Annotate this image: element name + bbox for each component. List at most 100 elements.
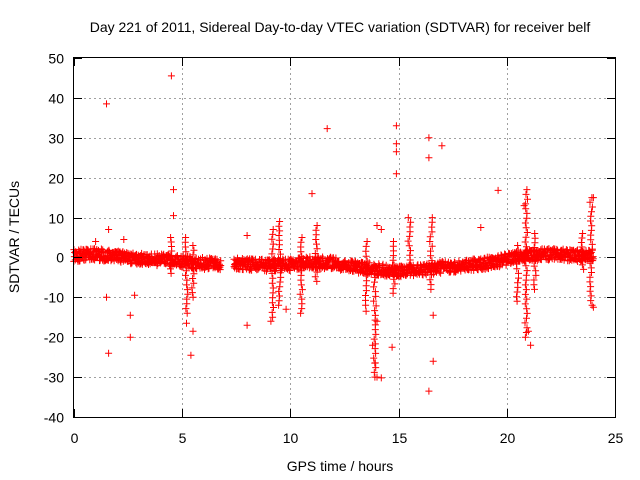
spike-point [580,265,588,273]
spike-point [587,231,595,239]
band-point [234,256,241,264]
outlier-point [425,154,433,162]
spike-point [189,293,197,301]
spike-point [276,227,284,235]
spike-point [407,218,415,226]
outlier-point [429,357,437,365]
spike-point [521,319,529,327]
spike-point [522,190,530,198]
y-tick-label: 50 [48,51,64,67]
spike-point [371,278,378,286]
spike-point [313,268,321,276]
spike-point [167,234,175,241]
outlier-point [373,317,381,325]
spike-point [588,240,596,248]
spike-point [426,233,434,241]
spike-point [188,284,196,292]
spike-point [268,308,276,316]
y-tick-label: -30 [44,370,64,386]
outlier-point [392,140,400,148]
spike-point [313,277,321,285]
spike-point [523,248,531,255]
spike-point [276,292,283,300]
outlier-point [170,186,177,194]
spike-point [189,275,197,282]
outlier-point [243,321,251,329]
spike-point [188,256,196,264]
spike-point [521,290,529,298]
spike-point [312,259,320,267]
spike-point [298,295,306,303]
spike-point [523,243,530,251]
spike-point [523,305,531,313]
band-point [437,269,445,277]
spike-point [277,259,285,267]
spike-point [275,255,282,263]
outlier-point [267,317,275,325]
spike-point [390,275,398,283]
spike-point [275,222,283,230]
spike-point [523,324,531,332]
outlier-point [183,319,190,327]
spike-point [530,253,538,261]
spike-point [297,238,305,246]
spike-point [521,257,529,265]
outlier-point [429,311,437,319]
spike-point [389,285,397,293]
band-point [204,265,212,273]
spike-point [522,262,530,270]
spike-point [513,293,520,301]
outlier-point [589,194,597,202]
spike-point [277,250,284,258]
spike-point [183,276,191,284]
spike-point [370,368,378,376]
spike-point [404,214,412,222]
spike-point [532,267,540,275]
outlier-point [167,72,175,80]
spike-point [371,311,379,319]
outlier-point [189,327,197,335]
spike-point [372,302,380,310]
spike-point [276,218,284,225]
spike-point [522,286,530,294]
outlier-point [92,238,100,245]
outlier-point [103,293,110,301]
spike-point [167,238,175,246]
outlier-point [392,122,400,130]
spike-point [268,250,276,258]
spike-point [190,279,198,287]
spike-point [522,224,530,232]
spike-point [578,256,585,264]
spike-point [530,244,538,251]
outlier-point [527,341,535,349]
spike-point [530,276,538,284]
outlier-point [170,212,177,220]
spike-point [390,261,398,269]
spike-point [269,284,277,292]
spike-point [513,297,521,305]
spike-point [404,237,412,245]
y-tick-label: 10 [48,211,64,227]
spike-point [587,264,595,272]
spike-point [514,242,522,249]
x-tick-label: 25 [608,430,624,446]
outlier-point [388,343,396,351]
spike-point [370,283,378,291]
outlier-point [438,142,446,150]
spike-point [522,252,530,260]
outlier-point [308,190,316,198]
spike-point [269,265,277,272]
spike-point [521,219,529,227]
spike-point [391,280,399,288]
spike-point [183,309,191,317]
spike-point [523,267,531,275]
spike-point [428,242,436,250]
y-tick-labels: -40 -30 -20 -10 0 10 20 30 40 50 [44,51,64,426]
spike-point [390,238,397,245]
spike-point [406,261,414,269]
spike-point [311,273,319,281]
spike-point [269,245,277,253]
spike-point [362,272,370,280]
spike-point [270,304,277,311]
